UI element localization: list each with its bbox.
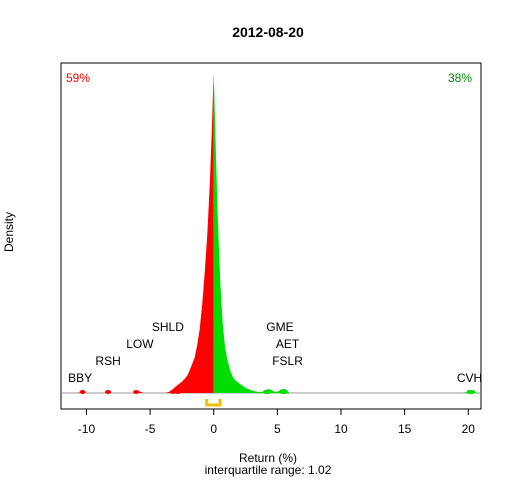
x-tick-label: 0 xyxy=(210,422,217,436)
density-negative-area xyxy=(73,73,214,393)
outlier-point xyxy=(282,390,288,394)
chart-title: 2012-08-20 xyxy=(232,24,304,40)
ticker-annotation: LOW xyxy=(126,337,154,351)
x-tick-label: 15 xyxy=(398,422,412,436)
pct-negative-label: 59% xyxy=(66,71,90,85)
outlier-point xyxy=(175,390,182,394)
iqr-subtitle: interquartile range: 1.02 xyxy=(205,463,332,477)
ticker-annotation: RSH xyxy=(95,354,120,368)
outlier-point xyxy=(79,390,86,394)
plot-frame xyxy=(60,62,482,410)
ticker-annotation: FSLR xyxy=(272,354,303,368)
outlier-point xyxy=(469,390,476,394)
ticker-annotation: SHLD xyxy=(152,320,184,334)
iqr-bracket xyxy=(205,399,222,407)
x-tick-label: -10 xyxy=(78,422,96,436)
outlier-point xyxy=(170,390,176,394)
ticker-annotation: GME xyxy=(266,320,293,334)
x-tick-label: 5 xyxy=(274,422,281,436)
y-axis-label: Density xyxy=(2,212,16,252)
outlier-point xyxy=(105,390,112,394)
x-tick-label: 10 xyxy=(334,422,348,436)
outlier-point xyxy=(133,390,140,394)
ticker-annotation: AET xyxy=(276,337,300,351)
outlier-point xyxy=(265,390,272,394)
pct-positive-label: 38% xyxy=(448,71,472,85)
x-axis-label: Return (%) xyxy=(239,451,297,465)
ticker-annotation: BBY xyxy=(68,371,92,385)
density-positive-area xyxy=(213,73,481,393)
x-tick-label: -5 xyxy=(145,422,156,436)
ticker-annotation: CVH xyxy=(457,371,482,385)
x-tick-label: 20 xyxy=(462,422,476,436)
